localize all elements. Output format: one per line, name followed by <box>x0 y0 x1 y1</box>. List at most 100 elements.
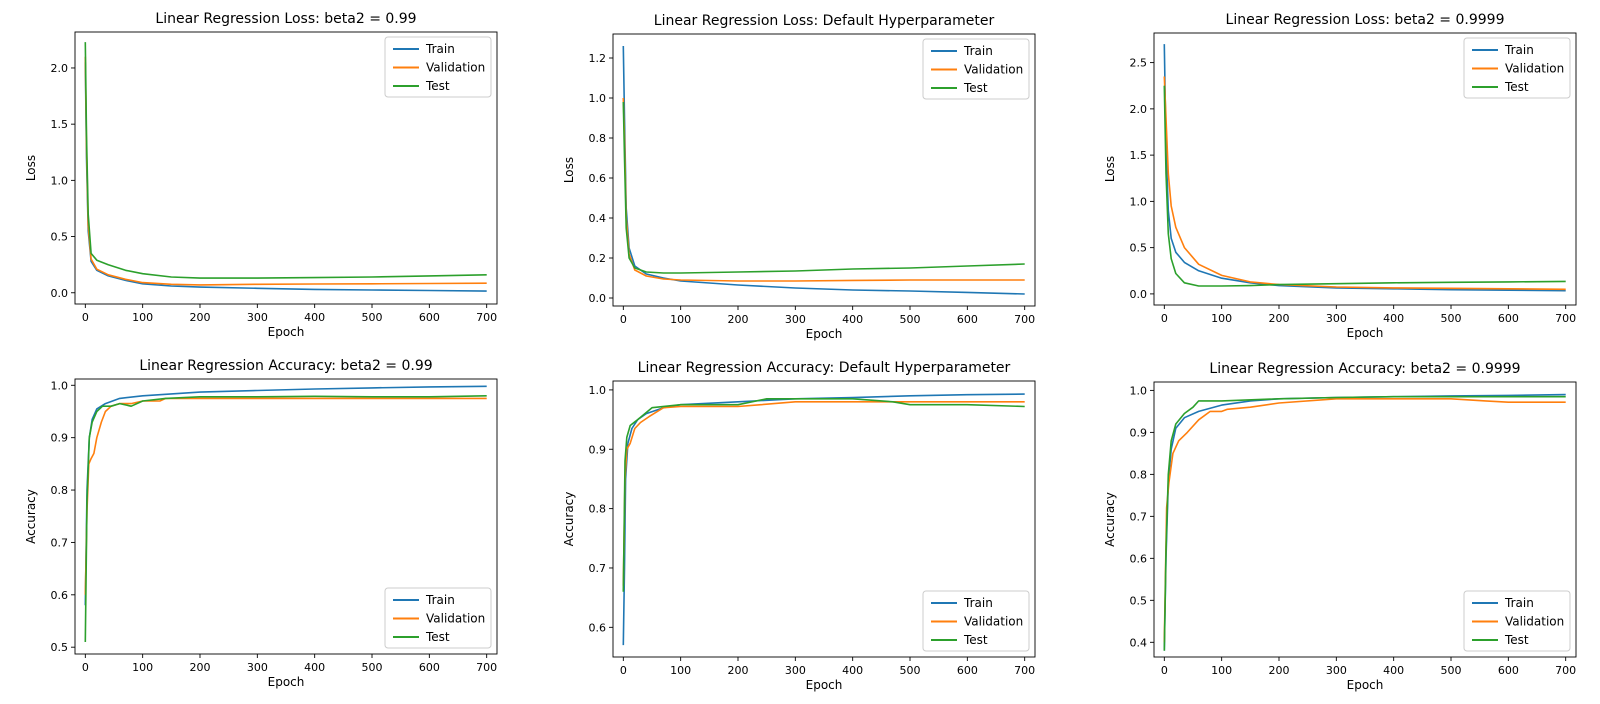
x-tick-label: 500 <box>900 664 921 677</box>
x-tick-label: 600 <box>419 311 440 324</box>
y-tick-label: 2.0 <box>51 62 69 75</box>
x-tick-label: 400 <box>842 664 863 677</box>
y-tick-label: 0.0 <box>589 292 607 305</box>
legend-label: Test <box>963 81 988 95</box>
x-tick-label: 100 <box>1211 312 1232 325</box>
y-tick-label: 1.5 <box>51 118 69 131</box>
subplot-3: 0 100 200 300 400 500 600 700 0.0 0.5 1.0 1.5 2.0 2.5… <box>1103 12 1577 340</box>
x-tick-label: 400 <box>304 311 325 324</box>
x-tick-label: 700 <box>476 311 497 324</box>
series-line-test <box>84 42 487 279</box>
y-axis-label: Accuracy <box>24 489 38 544</box>
x-axis-label: Epoch <box>268 675 305 689</box>
x-tick-label: 700 <box>1555 664 1576 677</box>
legend-label: Train <box>425 593 455 607</box>
y-tick-label: 1.5 <box>1130 149 1148 162</box>
legend: Train Validation Test <box>922 590 1030 652</box>
subplot-4: 0 100 200 300 400 500 600 700 0.5 0.6 0.7 0.8 0.9 1.0… <box>24 358 498 689</box>
x-tick-label: 200 <box>1268 664 1289 677</box>
series-line-test <box>1163 395 1566 651</box>
y-tick-label: 0.8 <box>51 484 69 497</box>
series-line-test <box>622 101 1025 274</box>
chart-title: Linear Regression Accuracy: beta2 = 0.99 <box>139 358 432 374</box>
legend-label: Train <box>425 42 455 56</box>
y-axis-label: Loss <box>24 155 38 181</box>
y-tick-label: 0.6 <box>1130 552 1148 565</box>
x-tick-label: 300 <box>785 313 806 326</box>
x-tick-label: 0 <box>1161 664 1168 677</box>
series-line-validation <box>622 400 1025 586</box>
x-tick-label: 600 <box>1498 664 1519 677</box>
y-tick-label: 0.7 <box>589 562 607 575</box>
subplot-6: 0 100 200 300 400 500 600 700 0.4 0.5 0.6 0.7 0.8 0.9… <box>1103 361 1577 692</box>
y-tick-label: 0.5 <box>1130 242 1148 255</box>
x-tick-label: 400 <box>304 661 325 674</box>
y-tick-label: 0.7 <box>1130 510 1148 523</box>
x-tick-label: 700 <box>476 661 497 674</box>
x-tick-label: 500 <box>1441 312 1462 325</box>
axes-frame <box>74 31 498 305</box>
legend-label: Validation <box>964 63 1023 77</box>
x-tick-label: 200 <box>1268 312 1289 325</box>
y-tick-label: 0.9 <box>1130 426 1148 439</box>
legend-item-test: Test <box>931 81 988 95</box>
legend-label: Train <box>1504 43 1534 57</box>
y-tick-label: 1.0 <box>51 174 69 187</box>
x-tick-label: 700 <box>1014 664 1035 677</box>
axes-frame <box>1153 381 1577 658</box>
y-tick-label: 1.0 <box>589 92 607 105</box>
y-tick-label: 1.0 <box>1130 195 1148 208</box>
legend-item-test: Test <box>393 79 450 93</box>
x-tick-label: 200 <box>189 661 210 674</box>
legend-label: Validation <box>426 61 485 75</box>
x-tick-label: 0 <box>82 311 89 324</box>
legend: Train Validation Test <box>1463 590 1571 652</box>
legend: Train Validation Test <box>922 38 1030 100</box>
x-tick-label: 600 <box>957 664 978 677</box>
subplot-2: 0 100 200 300 400 500 600 700 0.0 0.2 0.4 0.6 0.8 1.0… <box>562 13 1036 341</box>
plot-area <box>84 385 487 643</box>
x-tick-label: 300 <box>785 664 806 677</box>
series-line-test <box>622 397 1025 592</box>
x-tick-label: 300 <box>247 311 268 324</box>
y-tick-label: 0.4 <box>589 212 607 225</box>
x-tick-label: 0 <box>1161 312 1168 325</box>
axes-frame <box>1153 32 1577 306</box>
y-axis-label: Accuracy <box>1103 492 1117 547</box>
y-tick-label: 0.5 <box>51 641 69 654</box>
x-tick-label: 200 <box>727 664 748 677</box>
x-tick-label: 0 <box>620 313 627 326</box>
y-tick-label: 1.0 <box>589 384 607 397</box>
x-axis-label: Epoch <box>806 327 843 341</box>
plot-area <box>1163 44 1566 292</box>
y-tick-label: 0.8 <box>589 132 607 145</box>
axes-frame <box>612 380 1036 658</box>
x-tick-label: 600 <box>419 661 440 674</box>
legend-item-test: Test <box>1472 633 1529 647</box>
legend-label: Test <box>425 79 450 93</box>
legend-box <box>922 38 1030 100</box>
y-tick-label: 1.0 <box>1130 384 1148 397</box>
plot-area <box>622 393 1025 646</box>
legend-item-train: Train <box>931 44 993 58</box>
series-line-train <box>1163 44 1566 292</box>
x-tick-label: 700 <box>1014 313 1035 326</box>
y-axis-label: Loss <box>1103 156 1117 182</box>
y-tick-label: 1.2 <box>589 52 607 65</box>
series-line-train <box>84 385 487 606</box>
series-line-validation <box>84 397 487 595</box>
legend-item-validation: Validation <box>393 612 485 626</box>
legend-item-train: Train <box>1472 43 1534 57</box>
x-tick-label: 100 <box>670 313 691 326</box>
x-tick-label: 200 <box>189 311 210 324</box>
x-tick-label: 400 <box>1383 312 1404 325</box>
x-tick-label: 300 <box>247 661 268 674</box>
legend-label: Validation <box>964 615 1023 629</box>
y-tick-label: 0.0 <box>51 287 69 300</box>
legend-label: Validation <box>1505 62 1564 76</box>
series-line-validation <box>1163 76 1566 291</box>
axes-frame <box>612 33 1036 307</box>
plot-area <box>84 42 487 292</box>
series-line-validation <box>1163 397 1566 643</box>
